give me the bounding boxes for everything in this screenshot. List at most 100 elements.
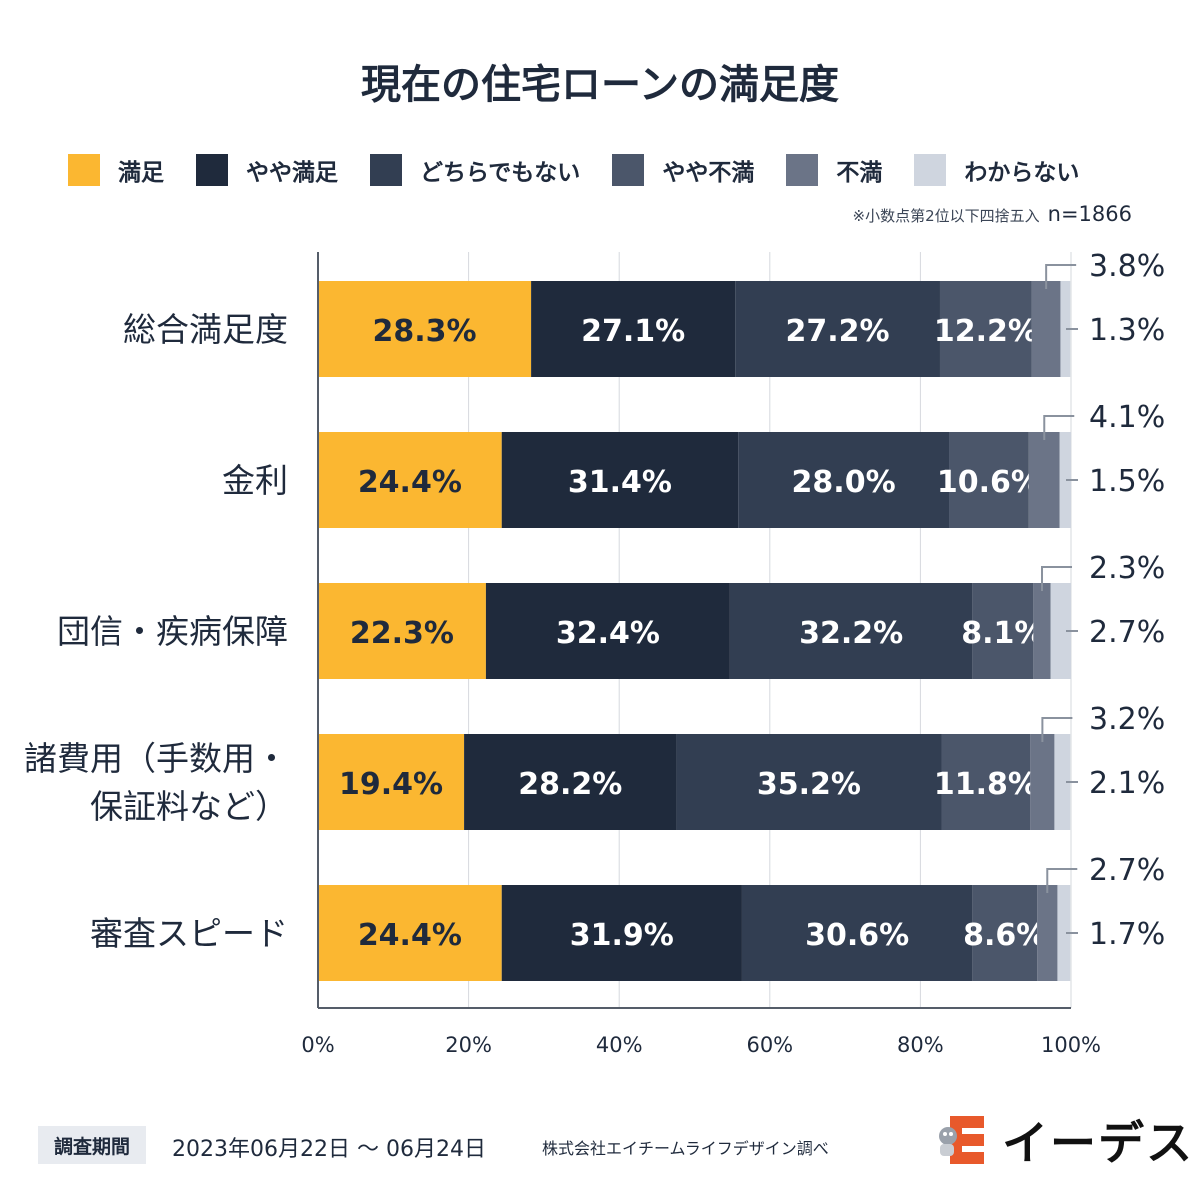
bar-segment [729,583,973,679]
bar-segment [318,281,532,377]
data-label: 10.6% [937,465,1041,500]
brand-logo[interactable]: イーデス [936,1110,1194,1170]
category-label: 総合満足度 [123,310,288,349]
data-label: 8.1% [961,616,1044,651]
data-label: 32.4% [556,616,660,651]
legend-swatch [914,154,947,186]
bar-segment [318,734,465,830]
category-label: 団信・疾病保障 [57,612,288,651]
data-label: 1.3% [1089,313,1165,348]
legend-swatch [786,154,819,186]
data-label: 4.1% [1089,400,1165,435]
legend-swatch [196,154,228,186]
bar-segment [972,583,1034,679]
sample-size: n=1866 [1047,202,1132,226]
data-label: 3.2% [1089,702,1165,737]
legend-item: 不満 [786,153,882,187]
callout-line [1045,264,1077,289]
survey-company: 株式会社エイチームライフデザイン調べ [542,1139,829,1158]
data-label: 30.6% [805,918,909,953]
legend: 満足 やや満足 どちらでもない やや不満 不満 わからない [68,150,1111,190]
data-label: 11.8% [934,767,1038,802]
bar-segment [741,885,973,981]
legend-swatch [612,154,645,186]
data-label: 32.2% [799,616,903,651]
data-label: 27.1% [581,314,685,349]
legend-swatch [370,154,402,186]
data-label: 24.4% [358,918,462,953]
data-label: 31.9% [570,918,674,953]
bar-segment [1037,885,1058,981]
bar-segment [531,281,736,377]
legend-item: 満足 [68,153,164,187]
bar-segment [485,583,730,679]
legend-label: やや満足 [246,160,338,186]
bar-segment [939,281,1032,377]
legend-label: 満足 [118,160,164,186]
category-label: 保証料など） [90,787,288,826]
brand-logo-text: イーデス [1002,1116,1194,1170]
bar-segment [318,432,502,528]
legend-label: 不満 [836,160,883,186]
data-label: 31.4% [568,465,672,500]
bar-segment [941,734,1031,830]
callout-line [1046,868,1078,893]
data-label: 28.0% [792,465,896,500]
bar-segment [501,432,739,528]
data-label: 28.3% [373,314,477,349]
bar-segment [1028,432,1060,528]
bar-segment [1060,281,1071,377]
stacked-bar-chart: 28.3% 27.1% 27.2% 12.2% 3.8% 1.3% 総合満足度 24.4% 31… [24,249,1165,1057]
data-label: 22.3% [350,616,454,651]
legend-item: やや満足 [196,153,338,187]
bar-segment [1033,583,1051,679]
bar-segment [1057,885,1071,981]
legend-label: どちらでもない [420,160,581,186]
data-label: 35.2% [757,767,861,802]
bar-segment [1030,734,1055,830]
survey-period: 2023年06月22日 〜 06月24日 [172,1137,486,1162]
data-label: 2.7% [1089,853,1165,888]
data-label: 2.1% [1089,766,1165,801]
sample-note: ※小数点第2位以下四捨五入 n=1866 [853,202,1132,226]
data-label: 1.7% [1089,917,1165,952]
x-tick-label: 100% [1041,1033,1101,1057]
bar-segment [318,583,486,679]
category-label: 審査スピード [90,914,288,953]
bar-segment [1050,583,1071,679]
bar-segment [676,734,942,830]
legend-item: わからない [914,153,1079,187]
bar-segment [1031,281,1061,377]
legend-swatch [68,154,100,186]
x-tick-label: 20% [445,1033,492,1057]
bar-segment [464,734,677,830]
legend-item: やや不満 [612,153,754,187]
callout-line [1041,717,1073,742]
data-label: 28.2% [518,767,622,802]
data-label: 1.5% [1089,464,1165,499]
bar-segment [501,885,742,981]
data-label: 19.4% [339,767,443,802]
callout-line [1043,415,1075,440]
category-label: 諸費用（手数用・ [24,739,288,778]
x-tick-label: 40% [596,1033,643,1057]
data-label: 3.8% [1089,249,1165,284]
chart-title: 現在の住宅ローンの満足度 [361,62,839,108]
bar-segment [1054,734,1071,830]
data-label: 2.7% [1089,615,1165,650]
callout-line [1041,566,1073,591]
e-mascot-icon [939,1116,984,1164]
category-label: 金利 [222,461,288,500]
bar-segment [972,885,1038,981]
x-tick-label: 60% [746,1033,793,1057]
bar-segment [949,432,1029,528]
rounding-note: ※小数点第2位以下四捨五入 [852,207,1040,225]
legend-label: わからない [964,160,1080,186]
bar-segment [318,885,502,981]
survey-period-badge: 調査期間 [38,1126,147,1164]
data-label: 24.4% [358,465,462,500]
x-tick-label: 80% [897,1033,944,1057]
data-label: 8.6% [963,918,1046,953]
data-label: 12.2% [934,314,1038,349]
legend-item: どちらでもない [370,153,580,187]
